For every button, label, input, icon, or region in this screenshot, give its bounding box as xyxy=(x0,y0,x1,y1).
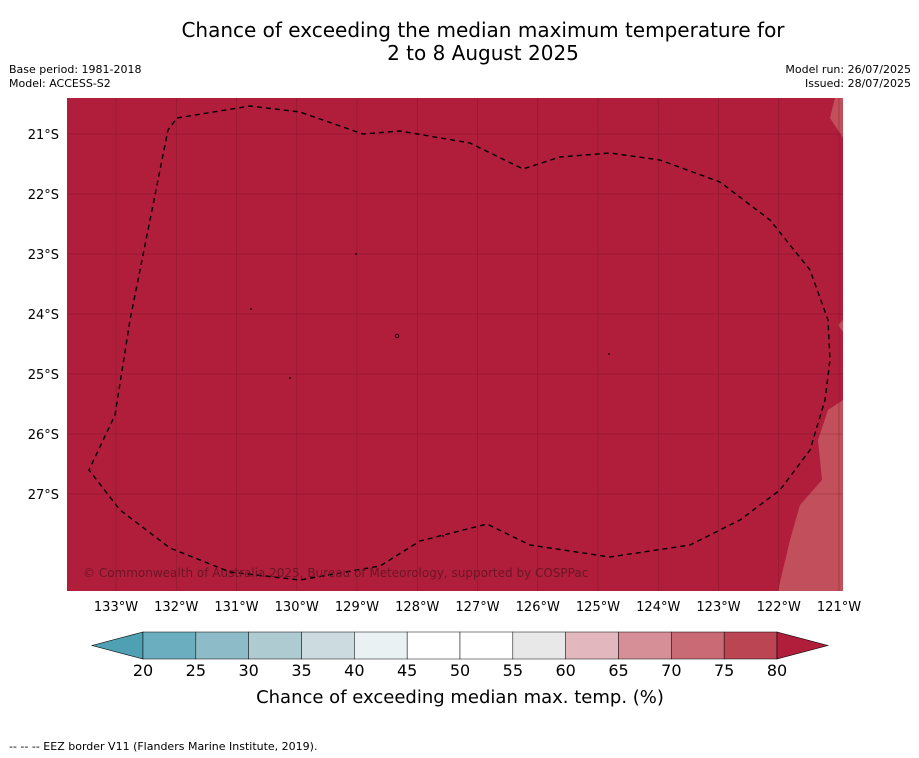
lon-tick-label: 130°W xyxy=(275,600,319,615)
colorbar-tick-label: 60 xyxy=(555,661,575,680)
issued-label: Issued: 28/07/2025 xyxy=(804,77,911,90)
colorbar-segment xyxy=(671,631,725,660)
lat-tick-label: 27°S xyxy=(28,488,59,503)
colorbar-tick-label: 35 xyxy=(291,661,311,680)
model-run-label: Model run: 26/07/2025 xyxy=(785,63,911,76)
latitude-labels: 21°S 22°S 23°S 24°S 25°S 26°S 27°S xyxy=(28,128,59,503)
colorbar-segment xyxy=(459,631,514,660)
model-label: Model: ACCESS-S2 xyxy=(9,77,111,90)
colorbar-label: Chance of exceeding median max. temp. (%… xyxy=(256,687,664,708)
probability-field xyxy=(67,98,843,591)
colorbar-tick-label: 20 xyxy=(133,661,153,680)
colorbar-tick-label: 50 xyxy=(450,661,470,680)
eez-footnote: -- -- -- EEZ border V11 (Flanders Marine… xyxy=(9,740,318,753)
lon-tick-label: 133°W xyxy=(94,600,138,615)
lon-tick-label: 132°W xyxy=(154,600,198,615)
colorbar-tick-label: 40 xyxy=(344,661,364,680)
east-shade-region xyxy=(778,400,843,591)
copyright-notice: © Commonwealth of Australia 2025, Bureau… xyxy=(83,566,588,580)
chart-title-line1: Chance of exceeding the median maximum t… xyxy=(181,18,785,42)
island-marker xyxy=(608,353,610,355)
colorbar-tick-label: 55 xyxy=(503,661,523,680)
colorbar-segment xyxy=(248,631,302,660)
colorbar-over-arrow xyxy=(776,631,830,660)
map-panel: © Commonwealth of Australia 2025, Bureau… xyxy=(67,98,843,591)
east-shade-region xyxy=(830,98,843,138)
lon-tick-label: 129°W xyxy=(335,600,379,615)
colorbar-tick-label: 80 xyxy=(767,661,787,680)
graticule xyxy=(67,98,843,591)
island-marker xyxy=(250,308,252,310)
base-period-label: Base period: 1981-2018 xyxy=(9,63,142,76)
colorbar-tick-label: 70 xyxy=(661,661,681,680)
colorbar-segment xyxy=(301,631,355,660)
lat-tick-label: 23°S xyxy=(28,248,59,263)
colorbar-under-arrow xyxy=(90,631,144,660)
lat-tick-label: 24°S xyxy=(28,308,59,323)
longitude-labels: 133°W 132°W 131°W 130°W 129°W 128°W 127°W 126°W… xyxy=(94,600,861,615)
colorbar-segment xyxy=(142,631,197,660)
map-figure: © Commonwealth of Australia 2025, Bureau… xyxy=(28,98,861,708)
colorbar-segment xyxy=(512,631,566,660)
colorbar-segment xyxy=(354,631,408,660)
colorbar-segment xyxy=(565,631,619,660)
lat-tick-label: 21°S xyxy=(28,128,59,143)
chart-title-line2: 2 to 8 August 2025 xyxy=(387,41,579,65)
east-shade-region xyxy=(838,320,843,332)
lon-tick-label: 131°W xyxy=(214,600,258,615)
colorbar-tick-label: 45 xyxy=(397,661,417,680)
colorbar-segment xyxy=(406,631,461,660)
colorbar-tick-label: 75 xyxy=(714,661,734,680)
colorbar-tick-label: 65 xyxy=(608,661,628,680)
island-marker xyxy=(355,253,357,255)
lon-tick-label: 122°W xyxy=(757,600,801,615)
colorbar-segment xyxy=(618,631,672,660)
lon-tick-label: 121°W xyxy=(817,600,861,615)
islands xyxy=(250,253,610,537)
colorbar-tick-label: 30 xyxy=(238,661,258,680)
lat-tick-label: 26°S xyxy=(28,428,59,443)
lon-tick-label: 126°W xyxy=(516,600,560,615)
lon-tick-label: 123°W xyxy=(696,600,740,615)
colorbar-segment xyxy=(723,631,778,660)
lon-tick-label: 125°W xyxy=(576,600,620,615)
island-marker xyxy=(442,535,444,537)
lon-tick-label: 124°W xyxy=(636,600,680,615)
colorbar-segment xyxy=(195,631,249,660)
island-marker xyxy=(394,333,400,339)
lat-tick-label: 25°S xyxy=(28,368,59,383)
colorbar-tick-label: 25 xyxy=(186,661,206,680)
lon-tick-label: 127°W xyxy=(455,600,499,615)
lat-tick-label: 22°S xyxy=(28,188,59,203)
colorbar: 20 25 30 35 40 45 50 55 60 65 70 75 80 xyxy=(90,631,830,680)
lon-tick-label: 128°W xyxy=(395,600,439,615)
island-marker xyxy=(289,377,291,379)
